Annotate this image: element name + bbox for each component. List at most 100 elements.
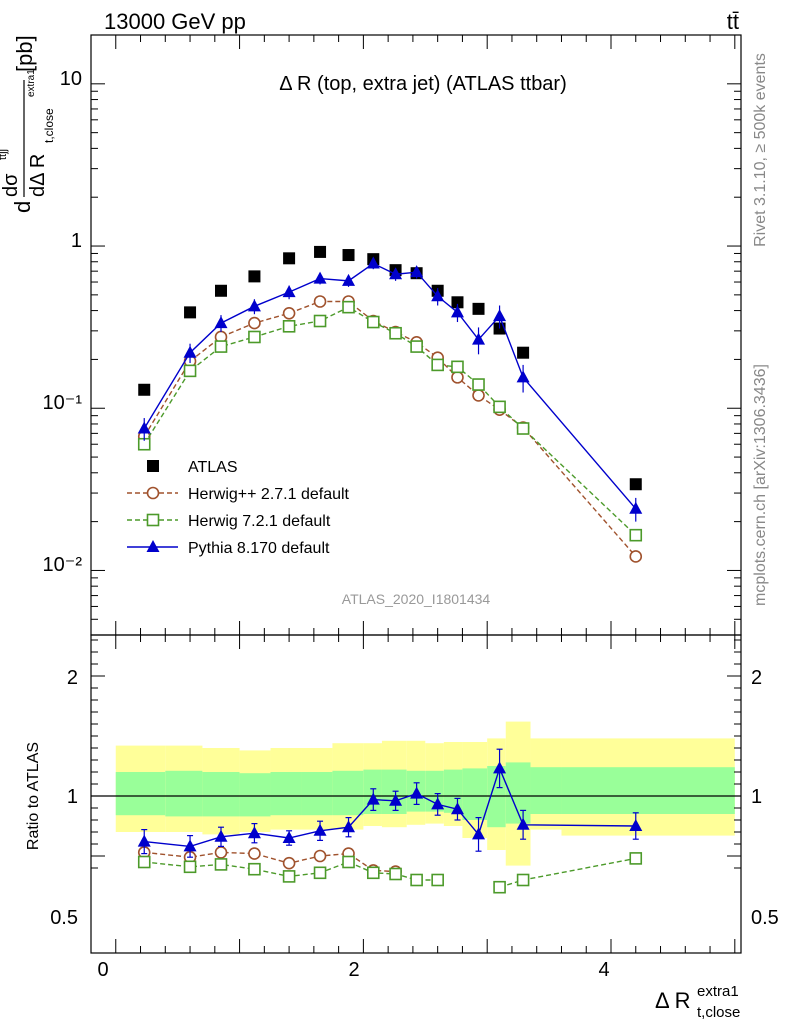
ratio-point-triangle-15 — [629, 819, 643, 831]
chart-title: Δ R (top, extra jet) (ATLAS ttbar) — [279, 73, 567, 95]
band-inner-15 — [530, 767, 562, 814]
y-axis-label: d dσ ttjj dΔ R t,close extra1 [pb] — [0, 35, 56, 213]
y-label-sigma-sup: ttjj — [0, 149, 9, 160]
y-tick-label-10: 10 — [60, 68, 82, 90]
series-square — [137, 300, 643, 542]
x-axis-label-main: Δ R — [655, 988, 690, 1013]
y-label-unit: [pb] — [12, 35, 37, 72]
point-square-12 — [472, 378, 485, 391]
ratio-point-square-6 — [342, 855, 355, 869]
band-inner-0 — [115, 772, 166, 816]
point-square-2 — [214, 340, 228, 353]
ratio-point-triangle-11 — [450, 802, 464, 815]
ratio-point-triangle-2 — [214, 829, 228, 842]
point-triangle-3 — [247, 299, 261, 312]
ratio-point-triangle-8 — [389, 793, 403, 806]
point-triangle-4 — [282, 285, 296, 298]
ratio-point-square-1 — [183, 860, 197, 874]
point-circle-3 — [248, 316, 261, 330]
y-label-den-sub: t,close — [42, 108, 56, 143]
x-tick-label-4: 4 — [598, 959, 609, 981]
ratio-point-square-14 — [516, 873, 530, 887]
analysis-label: ATLAS_2020_I1801434 — [342, 591, 491, 607]
ratio-point-triangle-5 — [313, 823, 327, 836]
y-tick-label-1e-2: 10⁻² — [43, 554, 83, 576]
point-data-0 — [138, 383, 151, 396]
x-tick-label-0: 0 — [97, 959, 108, 981]
rivet-version-label: Rivet 3.1.10, ≥ 500k events — [752, 53, 769, 247]
band-inner-1 — [165, 770, 203, 817]
legend-label-square: Herwig 7.2.1 default — [188, 513, 331, 530]
point-circle-5 — [313, 295, 327, 308]
point-data-3 — [248, 270, 261, 283]
ratio-axis-label: Ratio to ATLAS — [25, 742, 42, 850]
band-inner-3 — [239, 773, 271, 817]
ratio-point-triangle-10 — [431, 797, 445, 810]
ratio-point-triangle-4 — [282, 831, 296, 843]
ratio-point-triangle-9 — [410, 786, 424, 799]
ratio-point-triangle-14 — [516, 817, 530, 830]
ratio-point-square-4 — [282, 870, 296, 883]
ratio-point-square-15 — [629, 852, 643, 865]
channel-label: tt̄ — [727, 9, 739, 34]
legend-label-triangle: Pythia 8.170 default — [188, 540, 330, 557]
legend-item-data: ATLAS — [147, 459, 238, 476]
point-triangle-10 — [431, 289, 445, 302]
legend-marker-triangle — [146, 540, 160, 552]
point-circle-12 — [472, 389, 485, 402]
y-label-sigma: dσ — [0, 173, 22, 197]
point-square-15 — [629, 528, 643, 542]
point-triangle-0 — [137, 421, 151, 434]
legend-marker-square — [146, 513, 160, 527]
ratio-point-square-7 — [366, 866, 380, 880]
point-square-7 — [366, 315, 380, 329]
point-circle-15 — [629, 550, 643, 563]
point-square-3 — [248, 330, 261, 344]
series-line-triangle — [143, 262, 637, 510]
point-data-15 — [629, 478, 642, 491]
point-data-14 — [517, 346, 530, 359]
y-label-den-sup: extra1 — [26, 69, 37, 97]
ratio-series-square — [137, 852, 643, 894]
ratio-point-triangle-3 — [247, 826, 261, 839]
ratio-tick-label-2-right: 2 — [751, 667, 762, 689]
point-square-14 — [516, 422, 530, 435]
point-data-2 — [215, 284, 227, 297]
process-label: 13000 GeV pp — [104, 9, 246, 34]
ratio-series-triangle — [137, 748, 643, 858]
x-tick-label-2: 2 — [348, 959, 359, 981]
band-inner-12 — [462, 768, 488, 820]
point-square-1 — [183, 364, 197, 378]
legend-label-data: ATLAS — [188, 459, 238, 476]
ratio-uncertainty-bands — [115, 721, 735, 866]
point-triangle-9 — [410, 265, 424, 278]
series-line-circle — [143, 300, 637, 557]
ratio-line-circle-9 — [144, 851, 396, 873]
ratio-point-triangle-12 — [472, 827, 486, 840]
ratio-point-square-0 — [137, 855, 151, 869]
point-data-12 — [472, 302, 485, 315]
ratio-point-triangle-7 — [366, 792, 380, 805]
x-axis-label-sup: extra1 — [697, 983, 739, 1000]
ratio-point-circle-3 — [248, 847, 261, 860]
point-circle-11 — [451, 371, 464, 384]
point-data-5 — [314, 245, 327, 258]
ratio-tick-label-1: 1 — [67, 786, 78, 808]
y-tick-label-1: 1 — [71, 230, 82, 252]
x-axis-label: Δ R extra1 t,close — [655, 983, 740, 1021]
y-label-denominator: dΔ R — [27, 154, 49, 197]
ratio-point-circle-2 — [214, 846, 228, 859]
point-triangle-8 — [389, 267, 403, 280]
point-square-11 — [451, 360, 464, 374]
ratio-point-circle-5 — [313, 849, 327, 863]
band-inner-6 — [332, 770, 364, 816]
point-data-11 — [451, 296, 464, 309]
ratio-line-triangle-end — [144, 766, 636, 848]
legend: ATLAS Herwig++ 2.7.1 default Herwig 7.2.1 … — [127, 459, 350, 557]
point-square-6 — [342, 300, 355, 314]
point-square-13 — [493, 400, 506, 414]
point-triangle-15 — [629, 501, 643, 514]
band-inner-5 — [301, 772, 333, 816]
point-data-1 — [184, 306, 197, 319]
